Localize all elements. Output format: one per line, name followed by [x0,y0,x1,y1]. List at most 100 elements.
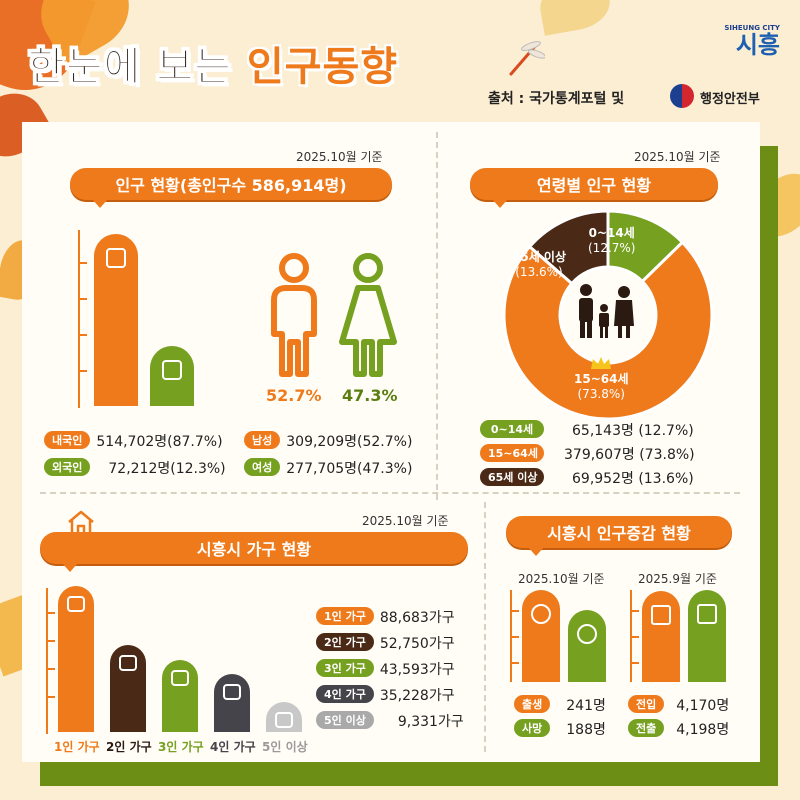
siheung-logo: SIHEUNG CITY 시흥 [700,24,780,64]
population-date: 2025.10월 기준 [296,150,383,164]
population-y-axis [78,230,80,408]
axis-tick [46,696,55,698]
legend-value: 4,198명 [676,722,730,738]
household-category-label: 4인 가구 [210,740,256,754]
slice-label-15-64: 15~64세 (73.8%) [574,372,629,402]
legend-item: 5인 이상 9,331가구 [316,711,464,731]
change-right-date: 2025.9월 기준 [638,572,717,586]
population-title: 인구 현황(총인구수 586,914명) [115,176,347,195]
slice-label-0-14: 0~14세 (12.7%) [588,226,635,256]
legend-tag: 내국인 [44,431,91,449]
legend-item: 0~14세 65,143명 (12.7%) [480,420,694,440]
age-title: 연령별 인구 현황 [536,176,652,195]
legend-value: 69,952명 (13.6%) [572,471,694,487]
age-title-pill: 연령별 인구 현황 [470,168,718,208]
axis-tick [630,662,639,664]
legend-value: 188명 [566,722,606,738]
title-part-1: 한눈에 보는 [28,44,232,91]
divider-vertical [436,132,438,500]
legend-tag: 전출 [628,719,665,737]
change-title: 시흥시 인구증감 현황 [547,524,691,543]
person-icon [162,360,182,380]
slice-name: 15~64세 [574,372,629,386]
legend-tag: 여성 [244,458,281,476]
legend-tag: 출생 [514,695,551,713]
household-title-pill: 시흥시 가구 현황 [40,532,468,572]
title-part-2: 인구동향 [246,44,399,90]
axis-tick [46,668,55,670]
legend-tag: 0~14세 [480,420,544,438]
axis-tick [78,262,87,264]
legend-value: 35,228가구 [379,688,455,704]
household-title: 시흥시 가구 현황 [196,540,312,559]
legend-item: 2인 가구 52,750가구 [316,633,455,653]
legend-tag: 2인 가구 [316,633,374,651]
page-title: 한눈에 보는 인구동향 [28,34,398,92]
legend-tag: 남성 [244,431,281,449]
government-seal-icon [670,84,694,108]
legend-item: 3인 가구 43,593가구 [316,659,455,679]
slice-name: 0~14세 [588,226,635,240]
dragonfly-icon [509,41,545,76]
legend-item: 65세 이상 69,952명 (13.6%) [480,468,694,488]
change-title-pill: 시흥시 인구증감 현황 [506,516,732,556]
household-category-label: 2인 가구 [106,740,152,754]
smile-face-icon [531,604,551,624]
axis-tick [46,640,55,642]
legend-tag: 전입 [628,695,665,713]
legend-value: 309,209명(52.7%) [286,434,413,450]
legend-tag: 4인 가구 [316,685,374,703]
household-bar [214,674,250,732]
crown-icon [591,357,611,369]
legend-item: 출생 241명 [514,695,606,715]
legend-value: 514,702명(87.7%) [96,434,223,450]
legend-tag: 3인 가구 [316,659,374,677]
household-bar [266,702,302,732]
axis-tick [78,334,87,336]
maple-leaf-decoration [536,0,614,36]
household-y-axis [46,588,48,734]
donut-slice [527,210,610,286]
female-figure-icon [339,253,397,377]
household-member-icon [67,596,85,612]
household-member-icon [171,670,189,687]
legend-value: 277,705명(47.3%) [286,461,413,477]
house-in-icon [651,604,671,625]
legend-item: 남성 309,209명(52.7%) [244,431,412,451]
change-bar [642,590,680,682]
legend-tag: 65세 이상 [480,468,544,486]
legend-tag: 1인 가구 [316,607,374,625]
legend-value: 9,331가구 [397,714,464,730]
slice-label-65plus: 65세 이상 (13.6%) [512,250,566,280]
slice-pct: (12.7%) [588,241,636,255]
legend-value: 65,143명 (12.7%) [572,423,694,439]
change-left-date: 2025.10월 기준 [518,572,605,586]
ministry-name: 행정안전부 [700,92,760,107]
legend-item: 여성 277,705명(47.3%) [244,458,412,478]
slice-name: 65세 이상 [512,250,566,264]
household-bar [110,645,146,732]
household-category-label: 3인 가구 [158,740,204,754]
axis-tick [510,636,519,638]
household-bar [58,586,94,732]
legend-item: 사망 188명 [514,719,606,739]
logo-korean: 시흥 [735,31,780,59]
legend-value: 379,607명 (73.8%) [564,447,695,463]
household-bar [162,660,198,732]
population-bar [94,234,138,406]
sad-face-icon [577,624,597,645]
legend-item: 1인 가구 88,683가구 [316,607,455,627]
household-member-icon [275,712,293,728]
legend-item: 전출 4,198명 [628,719,729,739]
age-donut-chart [502,210,714,420]
source-text: 출처 : 국가통계포털 및 [488,91,625,107]
legend-tag: 5인 이상 [316,711,374,729]
male-percent: 52.7% [266,386,322,405]
legend-value: 52,750가구 [379,636,455,652]
slice-pct: (73.8%) [577,387,625,401]
change-bar [522,590,560,682]
household-member-icon [223,684,241,700]
household-category-label: 5인 이상 [262,740,308,754]
family-icon [579,284,634,338]
person-icon [106,248,126,268]
